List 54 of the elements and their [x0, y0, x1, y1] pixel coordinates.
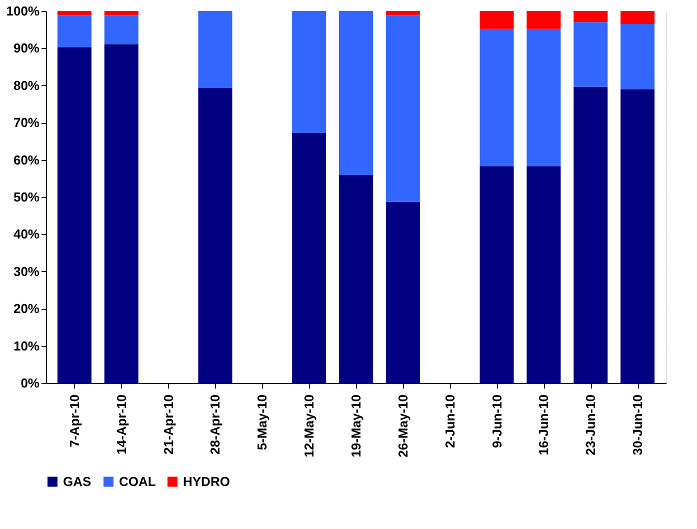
y-tick-label: 20%	[13, 301, 40, 316]
bar	[480, 28, 514, 166]
bar	[104, 11, 138, 16]
x-tick-label: 28-Apr-10	[208, 394, 223, 454]
y-tick-label: 70%	[13, 115, 40, 130]
bar	[480, 166, 514, 383]
x-tick-label: 12-May-10	[302, 394, 317, 458]
y-tick-label: 80%	[13, 78, 40, 93]
bar	[386, 202, 420, 383]
y-tick-label: 60%	[13, 152, 40, 168]
legend-label: GAS	[63, 474, 92, 489]
bar	[57, 15, 92, 48]
bar	[526, 11, 561, 29]
x-tick-label: 5-May-10	[254, 394, 270, 450]
bar	[386, 11, 420, 16]
bar	[480, 11, 514, 29]
x-tick-label: 14-Apr-10	[114, 394, 129, 454]
bar	[526, 166, 561, 383]
bar	[339, 175, 373, 383]
legend-label: COAL	[119, 474, 156, 489]
x-tick-label: 2-Jun-10	[442, 394, 458, 448]
bar	[574, 22, 608, 87]
x-tick-label: 30-Jun-10	[630, 394, 646, 456]
bar	[104, 44, 138, 383]
x-tick-label: 26-May-10	[395, 394, 410, 458]
bar	[292, 133, 326, 383]
legend-label: HYDRO	[183, 474, 230, 489]
y-tick-label: 0%	[20, 376, 40, 390]
y-tick-label: 30%	[13, 264, 40, 279]
x-tick-label: 21-Apr-10	[160, 394, 176, 454]
bar	[526, 28, 561, 166]
y-tick-label: 10%	[13, 338, 40, 354]
x-tick-label: 19-May-10	[348, 394, 364, 458]
bar	[620, 89, 655, 383]
bar	[104, 15, 138, 44]
bar	[198, 88, 232, 383]
bar	[198, 11, 232, 88]
y-tick-label: 90%	[13, 40, 40, 56]
bar	[386, 15, 420, 202]
bar	[57, 11, 92, 16]
bar	[339, 11, 373, 176]
bar	[57, 47, 92, 383]
y-tick-label: 40%	[13, 226, 40, 242]
x-tick-label: 23-Jun-10	[583, 394, 598, 456]
bar	[574, 86, 608, 383]
bar	[292, 11, 326, 134]
bar	[574, 11, 608, 22]
y-tick-label: 100%	[6, 4, 40, 18]
bar	[620, 24, 655, 90]
x-tick-label: 16-Jun-10	[536, 394, 552, 456]
x-tick-label: 9-Jun-10	[489, 394, 504, 448]
bar	[620, 11, 655, 24]
x-tick-label: 7-Apr-10	[66, 394, 82, 448]
y-tick-label: 50%	[13, 190, 40, 204]
